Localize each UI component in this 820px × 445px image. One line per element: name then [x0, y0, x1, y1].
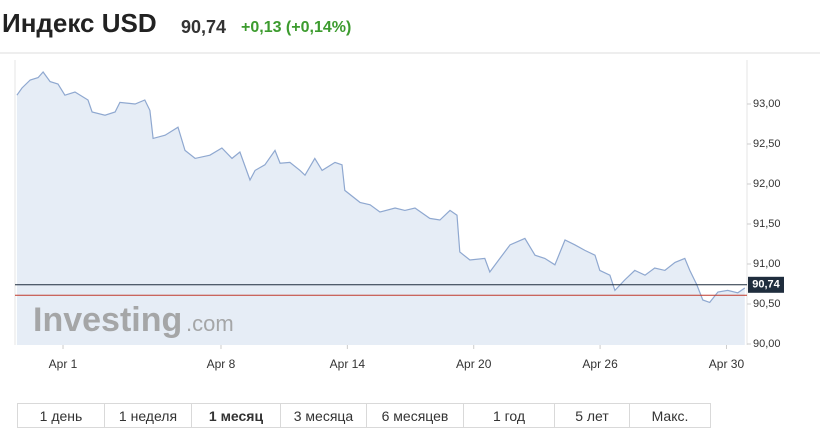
x-tick-label: Apr 1	[49, 357, 78, 371]
y-tick-label: 92,00	[753, 178, 781, 190]
range-button[interactable]: 1 день	[17, 403, 105, 428]
price-change: +0,13 (+0,14%)	[241, 19, 351, 36]
y-tick-label: 92,50	[753, 138, 781, 150]
x-tick-label: Apr 30	[709, 357, 745, 371]
chart: Индекс USD 90,74 +0,13 (+0,14%) Investin…	[0, 8, 820, 371]
x-tick-label: Apr 8	[207, 357, 236, 371]
y-tick-label: 90,50	[753, 298, 781, 310]
range-button[interactable]: 1 неделя	[104, 403, 192, 428]
range-button[interactable]: 1 месяц	[191, 403, 281, 428]
range-button[interactable]: 5 лет	[554, 403, 630, 428]
y-tick-label: 91,00	[753, 258, 781, 270]
title: Индекс USD	[2, 8, 157, 38]
price: 90,74	[181, 17, 226, 37]
watermark: Investing	[33, 301, 182, 339]
range-button[interactable]: 6 месяцев	[366, 403, 464, 428]
y-tick-label: 93,00	[753, 98, 781, 110]
x-tick-label: Apr 14	[330, 357, 366, 371]
x-tick-label: Apr 20	[456, 357, 492, 371]
range-button[interactable]: 1 год	[463, 403, 555, 428]
last-badge	[748, 276, 784, 293]
last-label: 90,74	[752, 279, 780, 291]
x-tick-label: Apr 26	[582, 357, 618, 371]
area	[16, 72, 745, 345]
y-tick-label: 90,00	[753, 338, 781, 350]
range-button[interactable]: Макс.	[629, 403, 711, 428]
watermark-suffix: .com	[186, 311, 234, 336]
line	[16, 71, 746, 304]
range-button[interactable]: 3 месяца	[280, 403, 367, 428]
y-tick-label: 91,50	[753, 218, 781, 230]
